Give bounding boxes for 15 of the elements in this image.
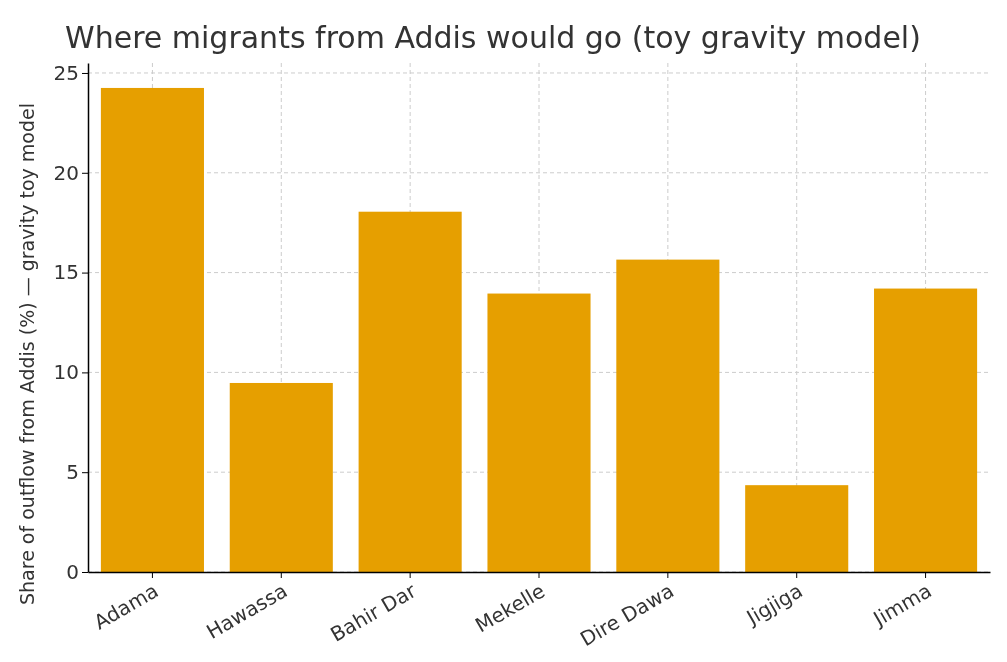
y-tick-label: 0 (66, 559, 79, 584)
y-tick-label: 15 (53, 260, 79, 285)
bar (874, 288, 978, 572)
y-tick-label: 5 (66, 460, 79, 485)
bar (358, 211, 462, 572)
y-tick-label: 25 (53, 60, 79, 85)
bar (100, 87, 204, 572)
bar (487, 293, 591, 572)
y-tick-label: 10 (53, 360, 79, 385)
bar (745, 485, 849, 572)
bar (616, 259, 720, 572)
y-tick-label: 20 (53, 160, 79, 185)
chart-title: Where migrants from Addis would go (toy gravity model) (65, 20, 921, 55)
bar (229, 382, 333, 572)
y-axis-title: Share of outflow from Addis (%) — gravity toy model (16, 102, 38, 606)
